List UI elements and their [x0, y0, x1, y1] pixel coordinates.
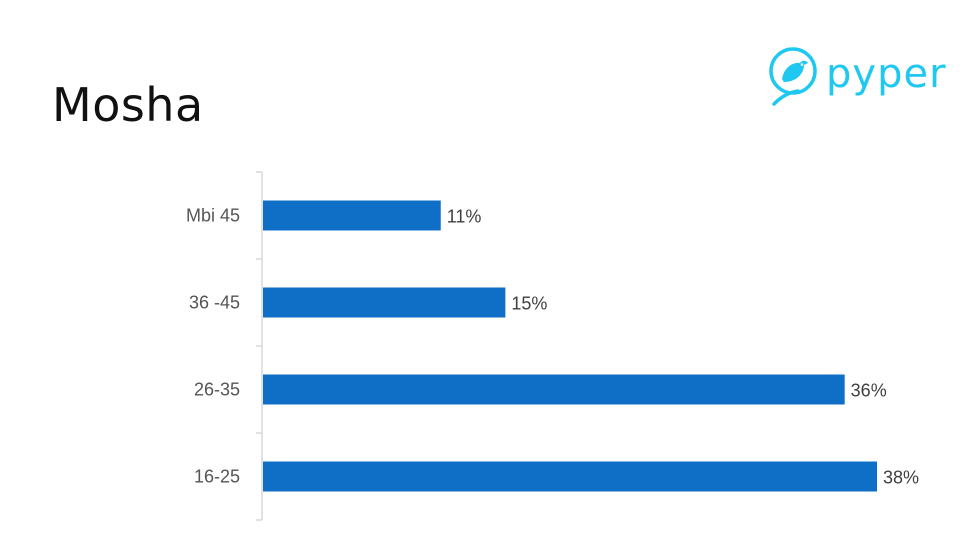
bird-icon	[769, 47, 817, 106]
category-label: Mbi 45	[186, 206, 240, 226]
data-label: 11%	[447, 207, 482, 227]
slide-title: Mosha	[52, 78, 204, 132]
logo-text: pyper	[826, 51, 947, 97]
bar	[263, 374, 845, 405]
category-label: 36 -45	[189, 293, 240, 313]
category-label: 16-25	[194, 467, 240, 487]
bar	[263, 287, 506, 318]
category-label: 26-35	[194, 380, 240, 400]
data-label: 38%	[883, 468, 919, 488]
data-label: 15%	[511, 294, 547, 314]
pyper-logo: pyper	[768, 46, 947, 108]
bar	[263, 200, 441, 231]
data-label: 36%	[851, 381, 887, 401]
bar	[263, 461, 877, 492]
